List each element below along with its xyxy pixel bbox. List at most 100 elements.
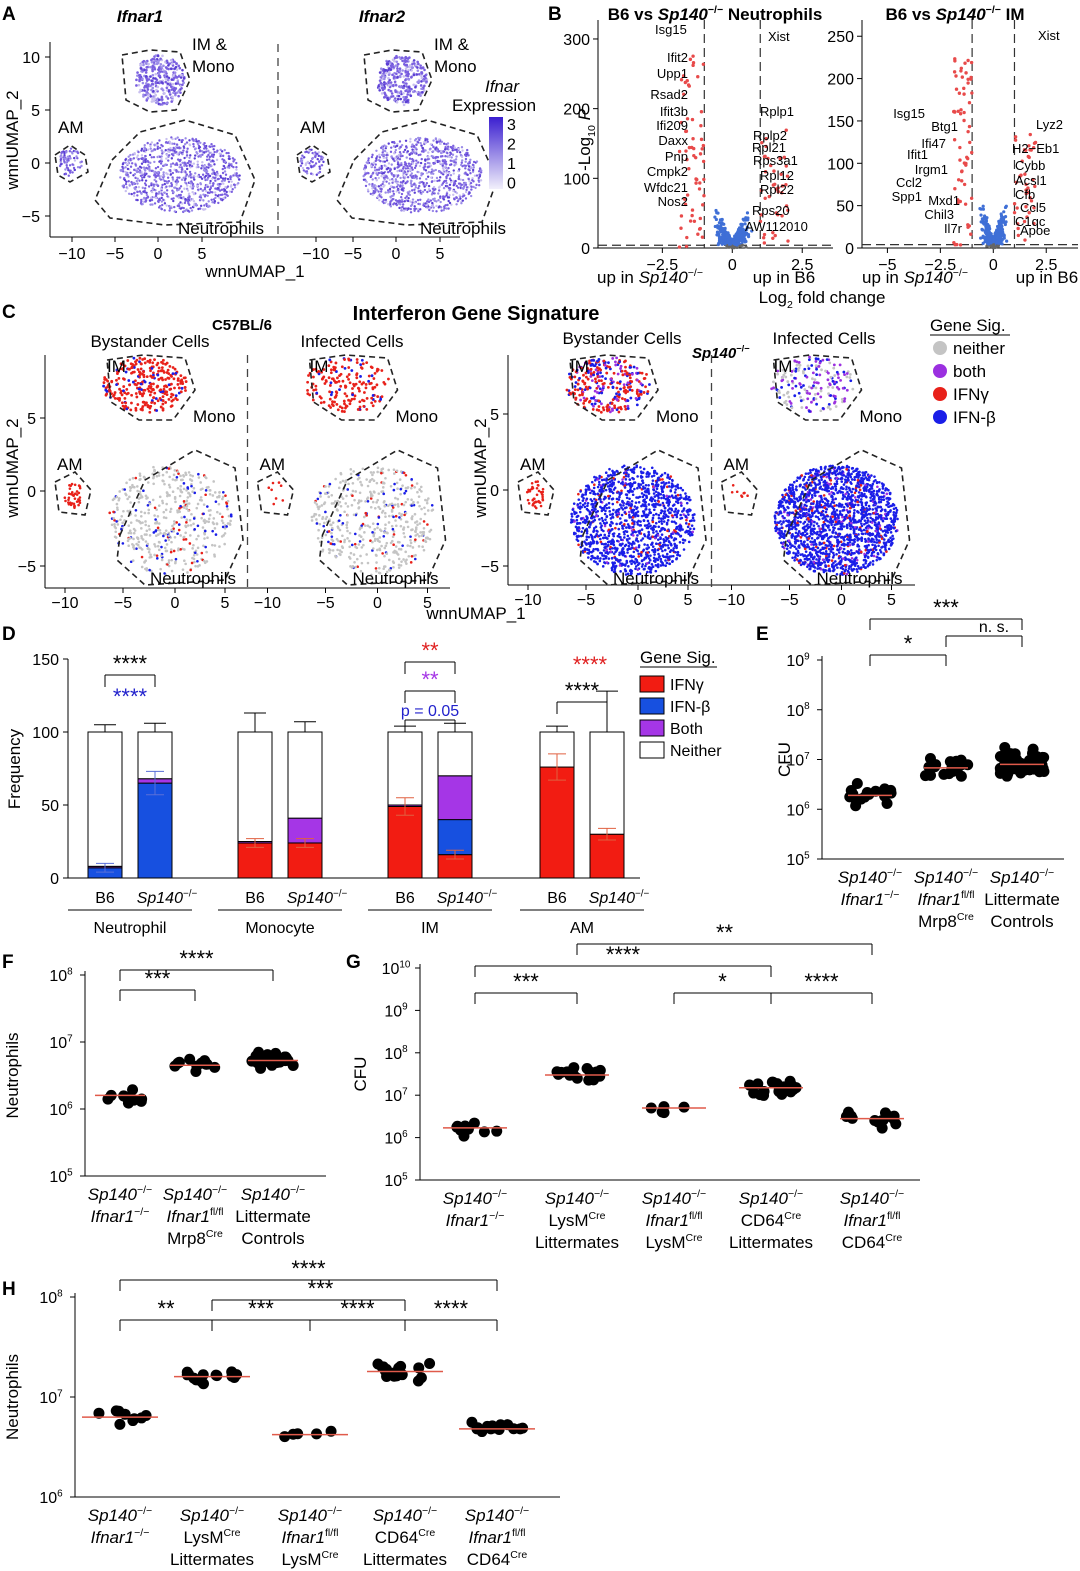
- panel-a-neutrophil-point: [171, 162, 175, 165]
- panel-c-neutrophil-point: [197, 472, 200, 476]
- panel-a-im-point: [404, 69, 407, 73]
- panel-a-neutrophil-point: [224, 160, 227, 163]
- panel-a-im-point: [398, 75, 402, 79]
- panel-a-neutrophil-point: [398, 140, 402, 143]
- panel-c-im-point: [330, 402, 334, 406]
- panel-c-neutrophil-point: [144, 559, 147, 563]
- panel-c-neutrophil-point: [204, 476, 208, 480]
- panel-a-neutrophil-point: [145, 191, 148, 194]
- panel-a-neutrophil-point: [126, 171, 129, 175]
- panel-b-point: [970, 91, 974, 95]
- panel-c-neutrophil-point: [188, 518, 192, 522]
- panel-a-neutrophil-point: [399, 181, 403, 184]
- panel-a-neutrophil-point: [213, 144, 216, 148]
- panel-c-am-point: [77, 503, 80, 507]
- panel-a-neutrophil-point: [445, 171, 448, 174]
- panel-c-im-point: [156, 384, 160, 388]
- panel-a-neutrophil-point: [426, 175, 430, 178]
- panel-a-neutrophil-point: [373, 166, 377, 169]
- panel-a-neutrophil-point: [409, 204, 413, 208]
- panel-a-neutrophil-point: [223, 170, 227, 173]
- panel-c-neutrophil-point: [181, 478, 184, 482]
- panel-a-neutrophil-point: [229, 175, 232, 179]
- panel-c-im-point: [135, 358, 139, 362]
- panel-a-neutrophil-point: [221, 179, 225, 182]
- panel-a-am-point: [62, 150, 65, 153]
- panel-a-neutrophil-point: [403, 177, 406, 180]
- panel-a-neutrophil-point: [215, 158, 219, 162]
- panel-c-neutrophil-point: [398, 478, 402, 481]
- panel-c-neutrophil-point: [118, 490, 122, 493]
- panel-a-neutrophil-point: [222, 164, 226, 168]
- panel-b-point: [691, 54, 695, 58]
- panel-a-neutrophil-point: [384, 191, 387, 194]
- panel-c-neutrophil-point: [186, 496, 190, 499]
- panel-a-im-point: [396, 75, 399, 79]
- panel-a-neutrophil-point: [121, 162, 125, 166]
- panel-a-neutrophil-point: [380, 153, 384, 157]
- panel-b-point: [716, 242, 720, 247]
- panel-c-neutrophil-point: [136, 537, 140, 541]
- panel-a-neutrophil-point: [160, 207, 163, 211]
- panel-a-neutrophil-point: [407, 207, 410, 210]
- panel-a-neutrophil-point: [137, 185, 141, 189]
- panel-c-im-point: [138, 390, 141, 394]
- panel-c-title: Interferon Gene Signature: [353, 303, 600, 325]
- panel-c-im-point: [163, 392, 167, 396]
- panel-a-neutrophil-point: [414, 164, 418, 168]
- panel-c-neutrophil-point: [167, 559, 171, 562]
- panel-c-neutrophil-point: [363, 531, 366, 534]
- panel-b-point: [969, 196, 974, 200]
- panel-c-im-point: [355, 373, 358, 377]
- panel-a-neutrophil-point: [402, 179, 405, 183]
- panel-a-im-point: [384, 71, 388, 75]
- panel-a-im-point: [386, 63, 389, 66]
- panel-a-im-point: [387, 80, 390, 84]
- panel-a-neutrophil-point: [140, 154, 144, 157]
- panel-c-neutrophil-point: [327, 540, 330, 544]
- panel-c-neutrophil-point: [162, 516, 166, 519]
- panel-a-neutrophil-point: [379, 190, 383, 193]
- panel-b-gene-label: Ifit1: [907, 147, 928, 162]
- panel-c-neutrophil-point: [341, 546, 345, 550]
- panel-b-title: B6 vs Sp140−/−​ Neutrophils: [608, 4, 823, 24]
- panel-c-neutrophil-point: [162, 510, 166, 514]
- panel-a-neutrophil-point: [452, 197, 456, 200]
- panel-a-neutrophil-point: [227, 157, 231, 160]
- panel-a-neutrophil-point: [126, 162, 130, 166]
- panel-a-neutrophil-point: [419, 208, 422, 211]
- panel-c-neutrophil-point: [349, 468, 353, 471]
- panel-c-im-point: [165, 361, 169, 365]
- panel-a-neutrophil-point: [415, 143, 418, 147]
- panel-a-neutrophil-point: [396, 159, 399, 162]
- panel-a-neutrophil-point: [465, 151, 468, 155]
- panel-a-neutrophil-point: [398, 150, 402, 154]
- panel-a-im-point: [146, 96, 150, 100]
- panel-label-A: A: [2, 4, 16, 25]
- panel-c-neutrophil-point: [225, 504, 229, 508]
- panel-c-neutrophil-point: [138, 490, 142, 493]
- panel-a-im-point: [141, 77, 144, 81]
- panel-c-neutrophil-point: [380, 490, 383, 493]
- panel-a-legend-title: Ifnar: [485, 77, 520, 96]
- panel-a-neutrophil-point: [460, 145, 464, 149]
- panel-a-neutrophil-point: [140, 162, 144, 165]
- panel-a-am-point: [60, 154, 63, 157]
- panel-b-point: [688, 57, 693, 62]
- panel-c-xtick: −5: [114, 595, 132, 612]
- panel-a-am-point: [319, 158, 323, 161]
- panel-c-im-point: [343, 392, 347, 396]
- panel-a-im-point: [406, 99, 409, 103]
- panel-a-im-point: [406, 88, 410, 91]
- panel-a-neutrophil-point: [412, 144, 416, 148]
- panel-c-neutrophil-point: [135, 547, 138, 550]
- panel-c-cluster-label: Mono: [193, 407, 236, 426]
- panel-a-neutrophil-point: [441, 160, 445, 163]
- panel-c-im-point: [115, 378, 118, 382]
- panel-a-neutrophil-point: [423, 165, 427, 168]
- panel-a-neutrophil-point: [192, 142, 195, 146]
- panel-c-neutrophil-point: [161, 499, 164, 503]
- panel-c-neutrophil-point: [190, 512, 193, 516]
- panel-b-up-label: up in B6: [1016, 268, 1078, 287]
- panel-a-neutrophil-point: [211, 168, 214, 171]
